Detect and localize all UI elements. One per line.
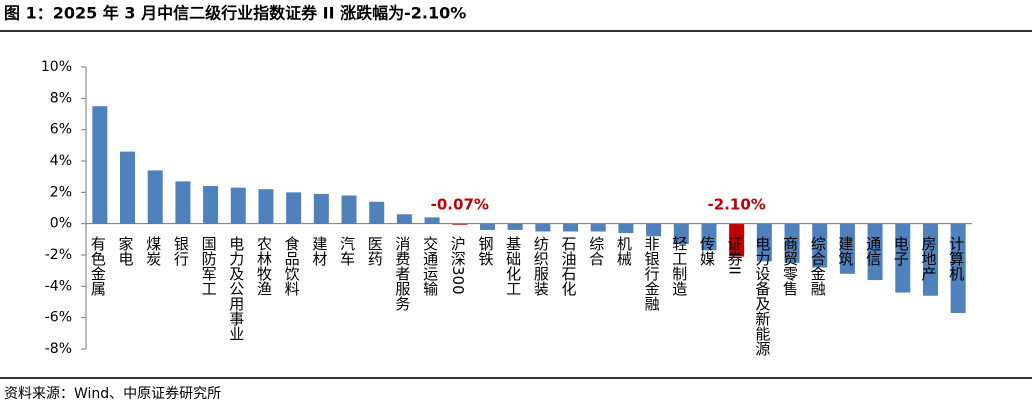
bar [92, 106, 108, 224]
bar [341, 195, 357, 224]
bar [396, 214, 412, 224]
x-tick-label: 交通运输 [421, 235, 439, 296]
bar [452, 223, 468, 225]
x-tick-label: 钢铁 [476, 236, 494, 266]
y-tick-label: 10% [41, 59, 72, 75]
x-tick-label: 有色金属 [89, 236, 107, 296]
bar [175, 181, 191, 224]
y-tick-label: 6% [50, 122, 72, 138]
bar [922, 223, 938, 296]
x-tick-label: 证券II [726, 236, 744, 275]
x-tick-label: 传媒 [698, 236, 716, 266]
bar [120, 151, 136, 224]
x-tick-label: 石油石化 [560, 236, 578, 296]
bar [313, 193, 329, 224]
x-tick-label: 纺织服装 [532, 236, 550, 296]
x-tick-label: 综合金融 [809, 236, 827, 296]
x-tick-label: 农林牧渔 [255, 236, 273, 296]
x-tick-label: 建筑 [836, 236, 854, 267]
y-tick-label: -8% [45, 341, 72, 357]
x-tick-label: 煤炭 [144, 236, 162, 266]
x-tick-label: 国防军工 [200, 236, 218, 296]
bar [784, 223, 800, 263]
x-tick-label: 非银行金融 [643, 236, 661, 311]
y-tick-label: -6% [45, 310, 72, 326]
bar [729, 223, 745, 257]
x-tick-label: 轻工制造 [670, 236, 688, 297]
bar [230, 187, 246, 224]
x-tick-label: 家电 [117, 236, 135, 266]
x-tick-label: 医药 [366, 236, 384, 267]
x-tick-label: 电力设备及新能源 [753, 236, 771, 356]
value-label: -0.07% [431, 196, 489, 214]
bar [563, 223, 579, 232]
x-tick-label: 计算机 [947, 236, 965, 282]
bar [535, 223, 551, 232]
bar [950, 223, 966, 313]
bar [507, 223, 523, 230]
x-tick-label: 消费者服务 [393, 236, 411, 312]
bar [812, 223, 828, 268]
bar [258, 189, 274, 224]
bar [673, 223, 689, 245]
x-tick-label: 房地产 [919, 236, 937, 281]
bar [286, 192, 302, 224]
bar [147, 170, 163, 224]
x-tick-label: 基础化工 [504, 236, 522, 296]
x-tick-label: 综合 [587, 236, 605, 266]
y-tick-label: -4% [45, 278, 72, 294]
x-tick-label: 沪深300 [449, 236, 467, 295]
value-label: -2.10% [708, 196, 766, 214]
x-tick-label: 电子 [892, 236, 910, 266]
x-tick-label: 商贸零售 [781, 236, 799, 296]
x-tick-label: 汽车 [338, 236, 356, 266]
x-tick-label: 电力及公用事业 [227, 236, 245, 341]
bar [618, 223, 634, 234]
source-note: 资料来源：Wind、中原证券研究所 [4, 386, 221, 402]
chart-title: 图 1：2025 年 3 月中信二级行业指数证券 II 涨跌幅为-2.10% [4, 4, 466, 23]
y-tick-label: 0% [50, 216, 72, 232]
x-tick-label: 机械 [615, 236, 633, 266]
y-tick-label: 4% [50, 153, 72, 169]
bar [369, 201, 385, 224]
bar [756, 223, 772, 262]
bar [646, 223, 662, 237]
x-tick-label: 通信 [864, 236, 882, 266]
bar [701, 223, 717, 251]
bar [479, 223, 495, 230]
x-tick-label: 银行 [172, 236, 190, 267]
bar [424, 217, 440, 224]
bar [839, 223, 855, 274]
x-tick-label: 食品饮料 [283, 236, 301, 296]
bar [203, 186, 219, 224]
bar [867, 223, 883, 281]
bar [590, 223, 606, 232]
x-tick-label: 建材 [310, 236, 328, 266]
y-tick-label: 8% [50, 90, 72, 106]
y-tick-label: 2% [50, 184, 72, 200]
y-tick-label: -2% [45, 247, 72, 263]
bar [895, 223, 911, 293]
